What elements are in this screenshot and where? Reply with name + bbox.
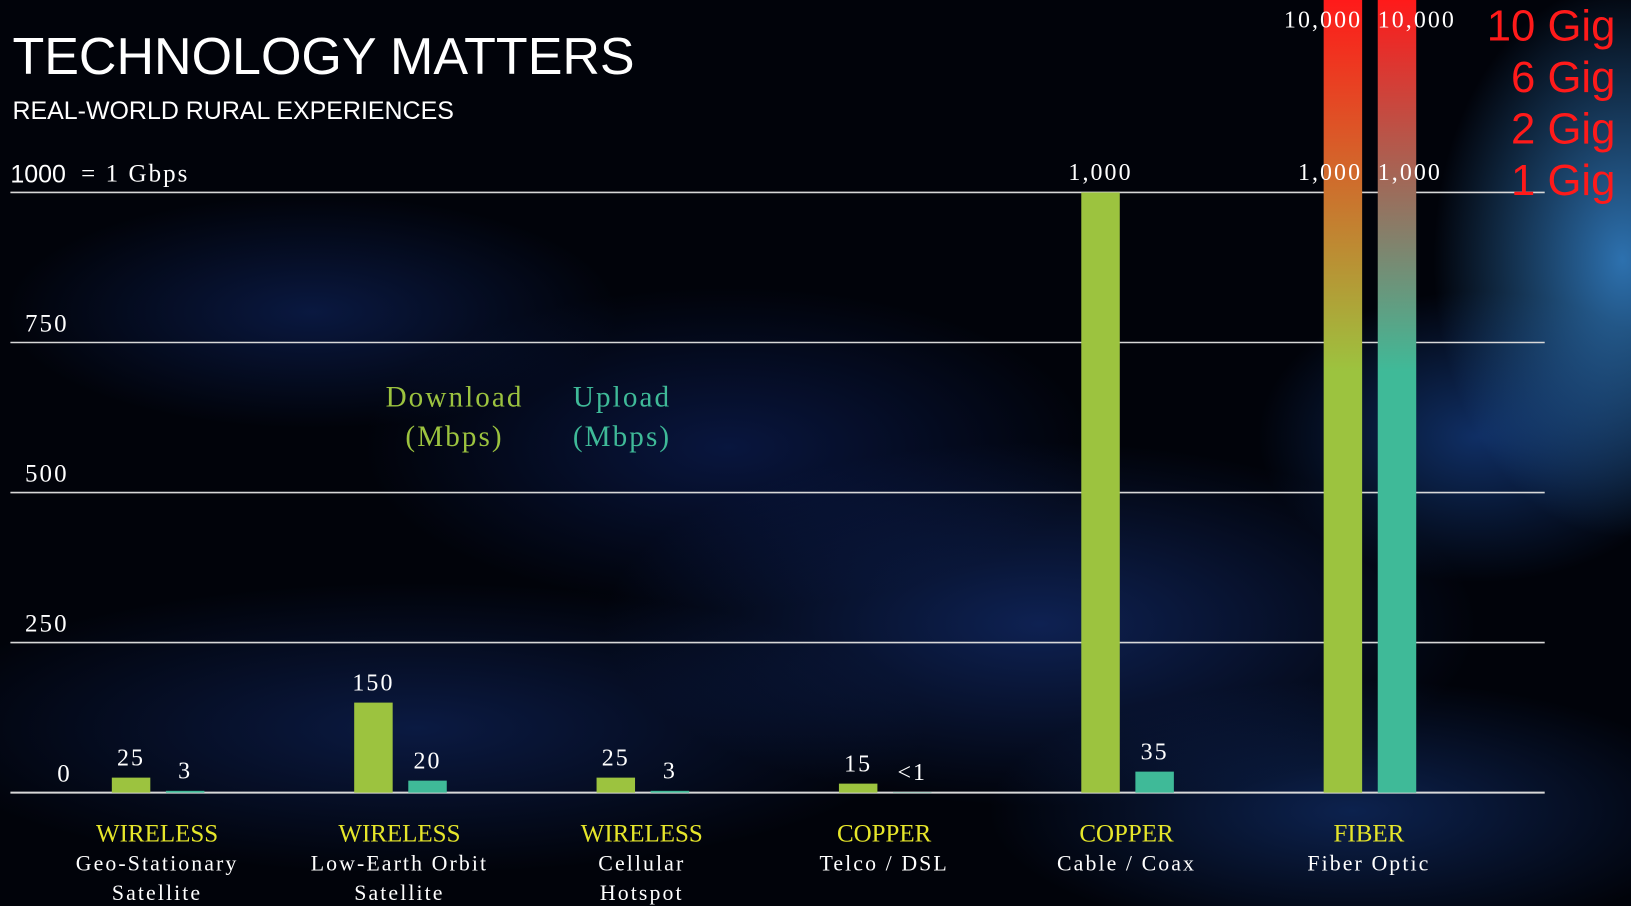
value-label: 10,000 <box>1378 7 1456 33</box>
category-detail: Fiber Optic <box>1272 849 1465 878</box>
annotation: 2 Gig <box>1511 105 1615 154</box>
category-detail: Telco / DSL <box>787 849 980 878</box>
break-label: 1,000 <box>1378 160 1442 186</box>
legend-entry: Download (Mbps) <box>366 379 543 458</box>
bar <box>1081 192 1119 792</box>
break-label: 1,000 <box>1298 160 1362 186</box>
category-detail: Cellular Hotspot <box>574 849 709 906</box>
value-label: 25 <box>602 745 630 771</box>
value-label: <1 <box>897 760 927 786</box>
bar <box>651 791 689 793</box>
category-name: WIRELESS <box>574 820 709 849</box>
chart: TECHNOLOGY MATTERS REAL-WORLD RURAL EXPE… <box>0 0 1631 906</box>
value-label: 3 <box>178 759 192 785</box>
value-label: 25 <box>117 745 145 771</box>
chart-subtitle: REAL-WORLD RURAL EXPERIENCES <box>12 97 453 125</box>
category-name: WIRELESS <box>303 820 496 849</box>
value-label: 35 <box>1141 739 1169 765</box>
bar <box>597 778 635 793</box>
y-tick-label: 1000 <box>10 160 66 188</box>
bar <box>1324 0 1362 793</box>
value-label: 10,000 <box>1284 7 1362 33</box>
bar <box>839 784 877 793</box>
value-label: 15 <box>844 751 872 777</box>
y-tick-label: 500 <box>25 461 69 488</box>
bar <box>166 791 204 793</box>
value-label: 20 <box>413 748 441 774</box>
annotation: 1 Gig <box>1511 156 1615 205</box>
bar <box>354 703 392 793</box>
annotation: 10 Gig <box>1487 2 1616 51</box>
y-tick-label: 250 <box>25 611 69 638</box>
annotation: 6 Gig <box>1511 53 1615 102</box>
category-detail: Geo-Stationary Satellite <box>60 849 253 906</box>
category-name: FIBER <box>1272 820 1465 849</box>
legend-entry: Upload (Mbps) <box>534 379 711 458</box>
category-name: WIRELESS <box>60 820 253 849</box>
category-detail: Low-Earth Orbit Satellite <box>303 849 496 906</box>
y-tick-label: 750 <box>25 311 69 338</box>
value-label: 150 <box>352 670 394 696</box>
category-name: COPPER <box>1030 820 1223 849</box>
chart-title: TECHNOLOGY MATTERS <box>12 28 634 86</box>
slide: TECHNOLOGY MATTERS REAL-WORLD RURAL EXPE… <box>0 0 1631 906</box>
category-detail: Cable / Coax <box>1030 849 1223 878</box>
y-tick-note: = 1 Gbps <box>81 161 189 188</box>
y-tick-label: 0 <box>57 761 72 788</box>
value-label: 1,000 <box>1068 160 1132 186</box>
value-label: 3 <box>663 759 677 785</box>
bar <box>1135 772 1173 793</box>
bar <box>408 781 446 793</box>
category-name: COPPER <box>787 820 980 849</box>
bar <box>1378 0 1416 793</box>
bar <box>112 778 150 793</box>
